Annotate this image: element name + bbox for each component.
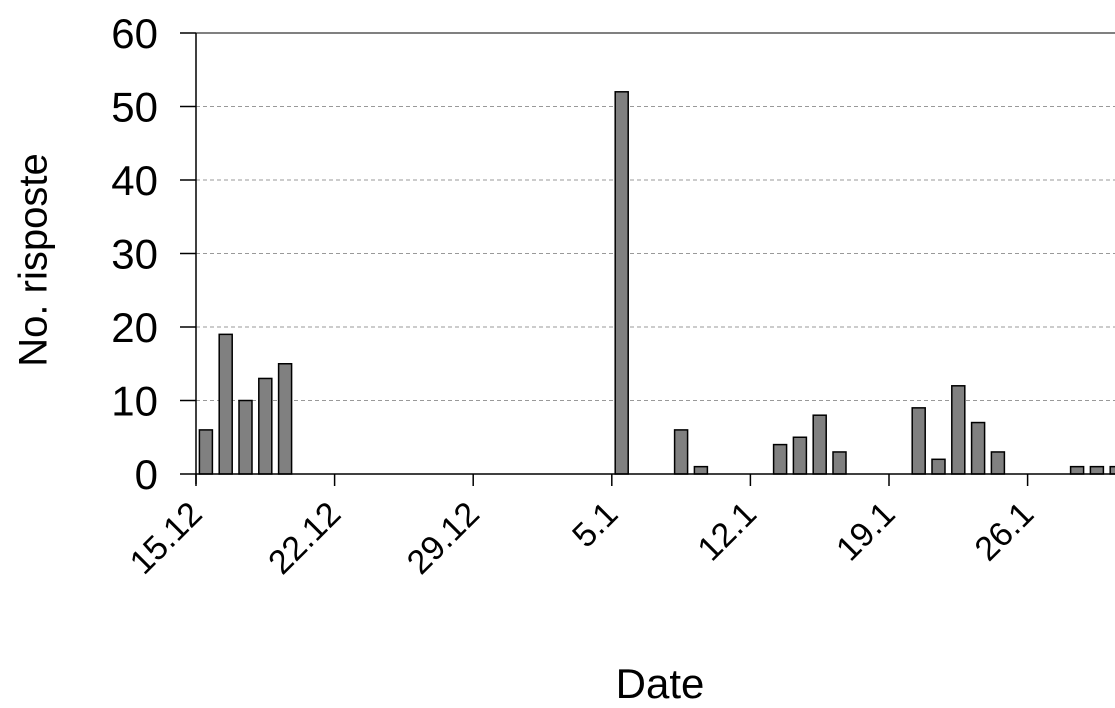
y-tick-label: 30 (111, 231, 158, 278)
x-tick-label: 19.1 (829, 495, 903, 569)
y-tick-labels: 0 10 20 30 40 50 60 (111, 10, 158, 498)
bar (832, 451, 847, 475)
bar (198, 429, 214, 475)
y-axis-label: No. risposte (11, 153, 56, 367)
bars (198, 91, 1115, 475)
x-tick-label: 26.1 (968, 495, 1042, 569)
bar (238, 399, 253, 475)
bar (931, 458, 946, 475)
x-tick-label: 5.1 (565, 495, 625, 555)
bar (990, 451, 1006, 475)
bar (258, 377, 273, 475)
bar (1109, 465, 1115, 475)
x-tick-label: 12.1 (690, 495, 764, 569)
bar (614, 91, 629, 475)
bar (673, 429, 689, 475)
bar (772, 443, 788, 475)
y-tick-label: 20 (111, 304, 158, 351)
bar (1089, 465, 1105, 475)
gridlines (196, 32, 1115, 401)
bar (277, 363, 293, 475)
bar (792, 436, 808, 475)
x-tick-label: 29.12 (400, 495, 487, 582)
x-axis-label: Date (615, 660, 705, 707)
bar (951, 385, 966, 475)
x-tick-label: 15.12 (123, 495, 210, 582)
y-tick-label: 10 (111, 378, 158, 425)
y-tick-label: 0 (135, 451, 158, 498)
y-tick-label: 40 (111, 157, 158, 204)
y-tick-label: 50 (111, 84, 158, 131)
axes (180, 32, 1115, 486)
bar (812, 414, 827, 475)
bar (693, 465, 709, 475)
bar (1069, 465, 1085, 475)
y-tick-label: 60 (111, 10, 158, 57)
x-tick-labels: 15.12 22.12 29.12 5.1 12.1 19.1 26.1 (123, 495, 1042, 582)
bar (218, 333, 233, 475)
bar (911, 407, 926, 475)
x-tick-label: 22.12 (261, 495, 348, 582)
bar (970, 421, 986, 475)
